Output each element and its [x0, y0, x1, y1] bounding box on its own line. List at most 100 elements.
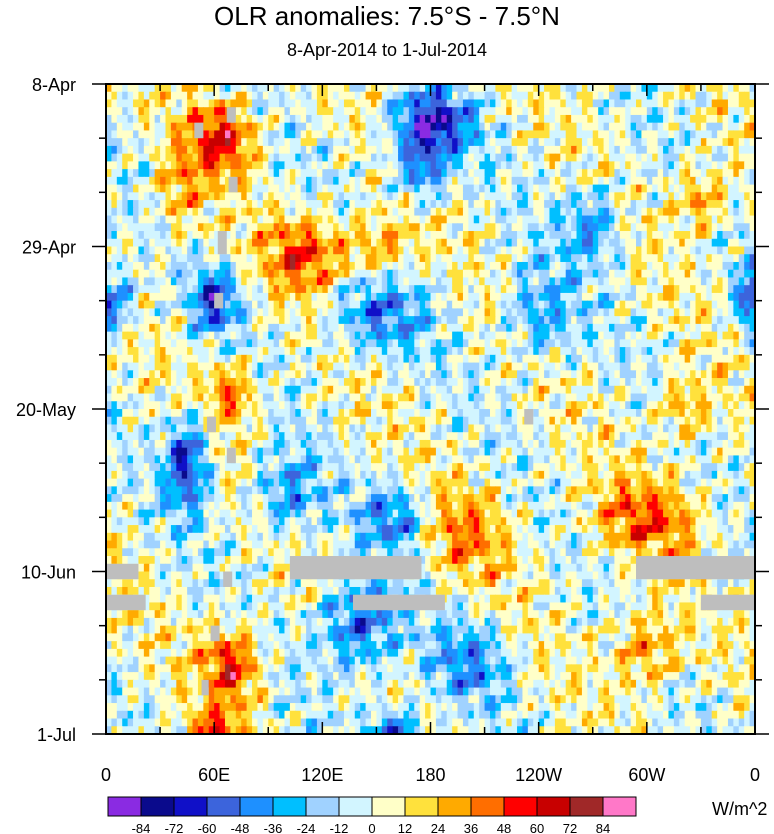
field-cell: [522, 122, 529, 132]
field-cell: [695, 238, 702, 248]
field-cell: [203, 354, 210, 364]
field-cell: [695, 261, 702, 271]
field-cell: [690, 277, 697, 286]
field-cell: [343, 107, 350, 116]
field-cell: [446, 308, 453, 317]
field-cell: [511, 285, 518, 294]
field-cell: [446, 300, 453, 310]
field-cell: [381, 231, 388, 240]
field-cell: [381, 323, 388, 333]
field-cell: [630, 261, 637, 271]
field-cell: [511, 308, 518, 317]
field-cell: [495, 401, 502, 410]
field-cell: [657, 207, 664, 217]
field-cell: [214, 261, 221, 271]
field-cell: [706, 223, 713, 232]
field-cell: [522, 292, 529, 302]
field-cell: [706, 99, 713, 108]
field-cell: [230, 285, 237, 294]
field-cell: [181, 269, 188, 279]
field-cell: [506, 145, 513, 155]
field-cell: [489, 207, 496, 217]
field-cell: [241, 246, 248, 255]
field-cell: [473, 331, 480, 340]
field-cell: [338, 153, 345, 162]
field-cell: [560, 269, 567, 279]
field-cell: [149, 91, 156, 101]
field-cell: [392, 285, 399, 294]
field-cell: [446, 362, 453, 371]
field-cell: [338, 184, 345, 193]
field-cell: [690, 130, 697, 139]
field-cell: [587, 246, 594, 255]
field-cell: [181, 176, 188, 186]
field-cell: [679, 323, 686, 333]
field-cell: [544, 114, 551, 124]
field-cell: [608, 238, 615, 248]
field-cell: [619, 130, 626, 139]
field-cell: [170, 362, 177, 371]
field-cell: [608, 347, 615, 356]
field-cell: [533, 114, 540, 124]
field-cell: [214, 331, 221, 340]
field-cell: [333, 231, 340, 240]
field-cell: [571, 339, 578, 348]
field-cell: [106, 292, 113, 302]
field-cell: [430, 269, 437, 279]
field-cell: [576, 207, 583, 217]
field-cell: [744, 354, 751, 364]
field-cell: [652, 339, 659, 348]
field-cell: [733, 347, 740, 356]
field-cell: [241, 378, 248, 387]
field-cell: [300, 161, 307, 170]
field-cell: [127, 285, 134, 294]
field-cell: [457, 122, 464, 132]
field-cell: [462, 107, 469, 116]
field-cell: [435, 84, 442, 93]
field-cell: [462, 269, 469, 279]
field-cell: [322, 277, 329, 286]
field-cell: [652, 145, 659, 155]
field-cell: [500, 207, 507, 217]
field-cell: [122, 378, 129, 387]
field-cell: [695, 316, 702, 325]
field-cell: [652, 378, 659, 387]
field-cell: [214, 254, 221, 263]
field-cell: [343, 130, 350, 139]
field-cell: [343, 91, 350, 101]
field-cell: [527, 145, 534, 155]
field-cell: [197, 107, 204, 116]
field-cell: [587, 84, 594, 93]
field-cell: [619, 122, 626, 132]
field-cell: [284, 269, 291, 279]
field-cell: [652, 308, 659, 317]
field-cell: [544, 269, 551, 279]
field-cell: [349, 292, 356, 302]
field-cell: [565, 246, 572, 255]
field-cell: [300, 292, 307, 302]
field-cell: [457, 401, 464, 410]
field-cell: [387, 393, 394, 402]
field-cell: [398, 153, 405, 162]
field-cell: [468, 84, 475, 93]
field-cell: [127, 84, 134, 93]
field-cell: [727, 91, 734, 101]
field-cell: [668, 285, 675, 294]
field-cell: [170, 254, 177, 263]
field-cell: [657, 84, 664, 93]
field-cell: [349, 246, 356, 255]
field-cell: [349, 378, 356, 387]
field-cell: [252, 176, 259, 186]
field-cell: [517, 246, 524, 255]
field-cell: [506, 176, 513, 186]
field-cell: [457, 362, 464, 371]
field-cell: [506, 393, 513, 402]
field-cell: [138, 153, 145, 162]
field-cell: [560, 370, 567, 379]
field-cell: [365, 231, 372, 240]
field-cell: [511, 246, 518, 255]
field-cell: [322, 176, 329, 186]
field-cell: [717, 261, 724, 271]
field-cell: [235, 370, 242, 379]
field-cell: [452, 223, 459, 232]
